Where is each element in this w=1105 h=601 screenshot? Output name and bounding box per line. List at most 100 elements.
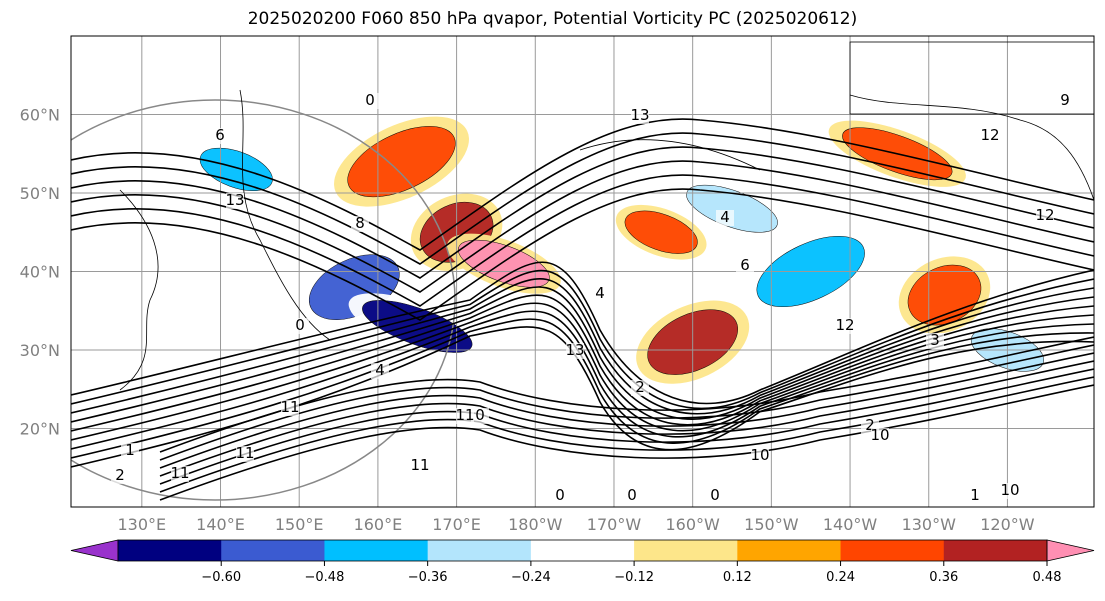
contour-label-bg <box>351 216 369 232</box>
y-tick-label: 30°N <box>20 341 60 360</box>
contour-line <box>159 352 1094 469</box>
domain-outline <box>71 99 456 501</box>
colorbar-tick-label: −0.36 <box>408 570 448 585</box>
contour-label-bg <box>631 380 649 396</box>
contour-label: 0 <box>295 316 305 334</box>
contour-line <box>71 278 1094 415</box>
contour-label-bg <box>1056 93 1074 109</box>
contour-line <box>71 269 1094 410</box>
x-tick-label: 170°E <box>432 515 481 534</box>
shaded-region <box>624 210 698 254</box>
contour-label-bg <box>591 286 609 302</box>
contour-label-bg <box>411 458 429 474</box>
contour-label: 0 <box>365 91 375 109</box>
contour-label: 0 <box>627 486 637 504</box>
contour-line <box>71 294 1094 432</box>
x-tick-label: 150°W <box>744 515 799 534</box>
x-tick-label: 140°W <box>823 515 878 534</box>
colorbar-tick-label: −0.60 <box>201 570 241 585</box>
colorbar-tick-label: 0.48 <box>1033 570 1062 585</box>
contour-label-bg <box>1001 483 1019 499</box>
colorbar-segment <box>221 540 325 561</box>
contour-label: 11 <box>410 456 429 474</box>
contour-line <box>159 376 1094 493</box>
contour-line <box>71 310 1094 450</box>
contour-label: 9 <box>1060 91 1070 109</box>
contour-label: 13 <box>630 106 649 124</box>
x-tick-label: 160°W <box>665 515 720 534</box>
contour-label: 2 <box>115 466 125 484</box>
map-frame <box>70 35 1095 508</box>
colorbar-extend-high <box>1046 539 1095 562</box>
x-tick-label: 130°E <box>117 515 166 534</box>
contour-label-bg <box>226 193 244 209</box>
contour-label-bg <box>751 448 769 464</box>
colorbar-tick-label: 0.24 <box>826 570 855 585</box>
contour-label-bg <box>836 318 854 334</box>
contour-label-bg <box>1036 208 1054 224</box>
contour-label: 6 <box>740 256 750 274</box>
contour-label: 4 <box>375 361 385 379</box>
chart-title: 2025020200 F060 850 hPa qvapor, Potentia… <box>247 9 858 29</box>
contour-label-bg <box>211 128 229 144</box>
contour-label-bg <box>871 428 889 444</box>
contour-label: 2 <box>865 416 875 434</box>
contour-label: 10 <box>1000 481 1019 499</box>
contour-label: 1 <box>970 486 980 504</box>
y-tick-label: 40°N <box>20 263 60 282</box>
contour-line <box>71 261 1094 405</box>
colorbar-tick-label: −0.24 <box>511 570 551 585</box>
contour-label: 4 <box>720 208 730 226</box>
x-tick-label: 130°W <box>902 515 957 534</box>
colorbar-tick-label: −0.48 <box>305 570 345 585</box>
contour-label: 0 <box>555 486 565 504</box>
contour-label: 11 <box>280 398 299 416</box>
contour-label-bg <box>736 258 754 274</box>
contour-label-bg <box>371 363 389 379</box>
colorbar-segment <box>427 540 532 561</box>
contour-label: 8 <box>355 214 365 232</box>
contour-label-bg <box>171 466 189 482</box>
contour-line <box>159 344 1094 461</box>
contour-label: 11 <box>235 444 254 462</box>
boundary-box <box>849 41 1094 115</box>
contour-line <box>159 336 1094 453</box>
contour-line <box>71 188 1094 321</box>
contour-label: 2 <box>635 378 645 396</box>
contour-label-bg <box>361 93 379 109</box>
x-tick-label: 170°W <box>587 515 642 534</box>
y-tick-label: 50°N <box>20 184 60 203</box>
colorbar-frame <box>117 539 1048 562</box>
colorbar-segment <box>530 540 635 561</box>
contour-line <box>71 286 1094 423</box>
contour-line <box>159 368 1094 485</box>
contour-label-bg <box>966 488 984 504</box>
contour-label: 1 <box>125 441 135 459</box>
coastline <box>849 94 1094 201</box>
colorbar-extend-low <box>70 539 119 562</box>
contour-line <box>71 132 1094 265</box>
contour-label: 12 <box>980 126 999 144</box>
colorbar-tick-label: 0.12 <box>723 570 752 585</box>
colorbar-tick-label: −0.12 <box>614 570 654 585</box>
coastline <box>239 89 331 341</box>
contour-line <box>71 118 1094 251</box>
x-tick-label: 140°E <box>196 515 245 534</box>
contour-label-bg <box>456 408 474 424</box>
contour-label: 4 <box>595 284 605 302</box>
contour-line <box>159 360 1094 477</box>
contour-label-bg <box>121 443 139 459</box>
colorbar-segment <box>943 540 1048 561</box>
contour-label: 13 <box>225 191 244 209</box>
contour-label-bg <box>471 408 489 424</box>
contour-line <box>71 174 1094 307</box>
contour-label: 13 <box>565 341 584 359</box>
contour-label: 0 <box>710 486 720 504</box>
contour-label-bg <box>236 446 254 462</box>
contour-label: 3 <box>930 331 940 349</box>
contour-label-bg <box>631 108 649 124</box>
contour-label-bg <box>706 488 724 504</box>
x-tick-label: 180°W <box>508 515 563 534</box>
contour-label-bg <box>551 488 569 504</box>
